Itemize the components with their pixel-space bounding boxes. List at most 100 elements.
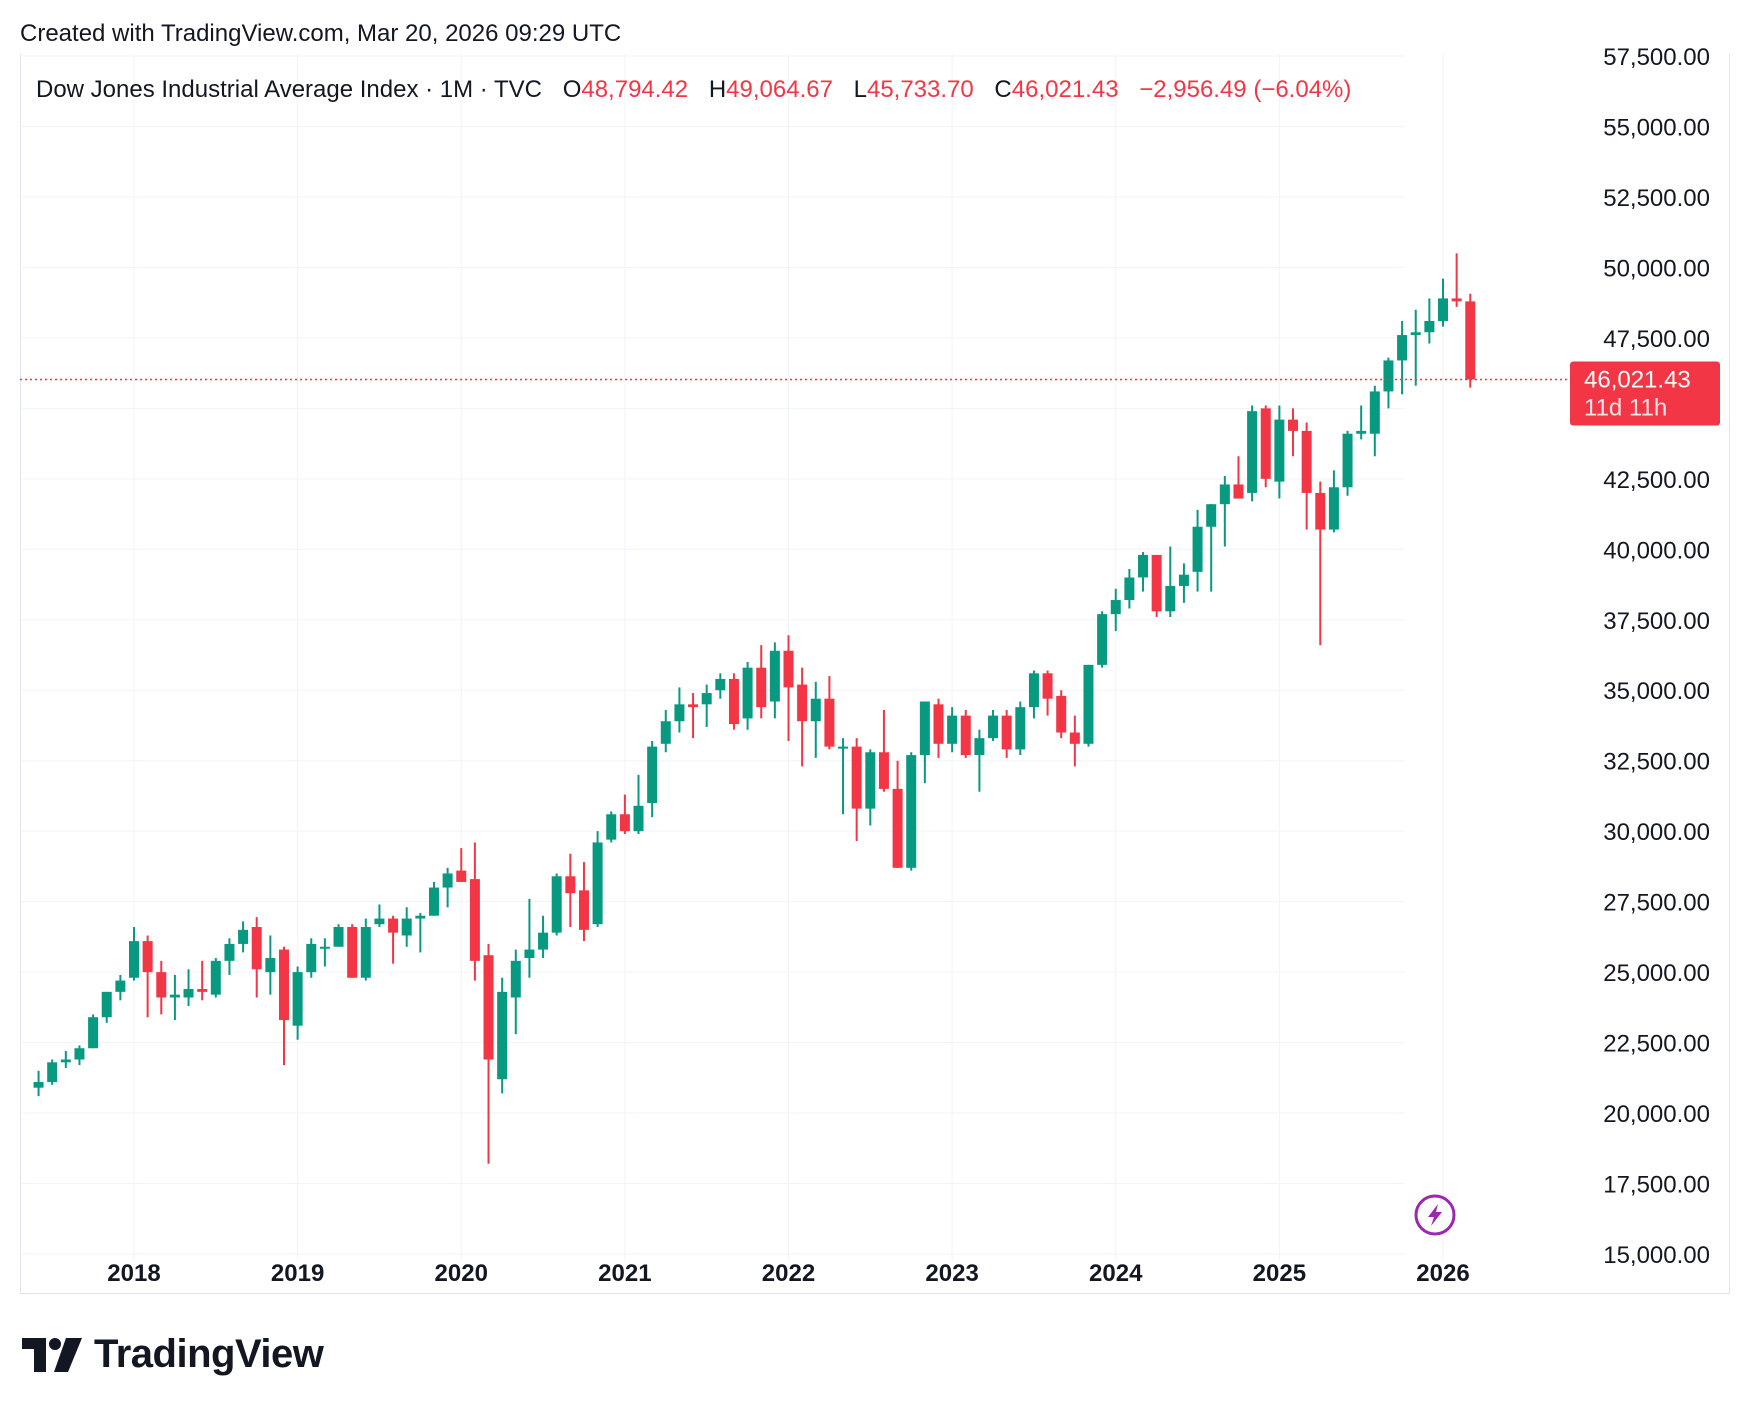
candle[interactable] (129, 927, 139, 981)
candle[interactable] (374, 904, 385, 928)
candle[interactable] (878, 709, 889, 792)
candle[interactable] (1383, 357, 1394, 409)
candle[interactable] (60, 1051, 71, 1068)
candle[interactable] (1356, 405, 1367, 440)
candle[interactable] (1397, 320, 1408, 395)
candle[interactable] (960, 709, 971, 758)
candle[interactable] (660, 709, 671, 753)
candle[interactable] (210, 958, 221, 998)
candle[interactable] (974, 729, 985, 792)
candle[interactable] (988, 709, 999, 741)
candle[interactable] (1124, 569, 1135, 609)
candle[interactable] (688, 693, 699, 739)
candle[interactable] (1056, 690, 1067, 739)
candle[interactable] (88, 1014, 99, 1049)
candle[interactable] (360, 918, 371, 981)
candle[interactable] (224, 938, 235, 975)
candle[interactable] (1233, 456, 1244, 499)
candle[interactable] (1247, 405, 1258, 502)
candle[interactable] (1451, 253, 1462, 307)
candle[interactable] (838, 738, 849, 815)
candle[interactable] (183, 969, 194, 1006)
candle[interactable] (142, 935, 153, 1018)
candle[interactable] (674, 687, 685, 733)
candle[interactable] (469, 842, 480, 981)
candle[interactable] (388, 915, 399, 964)
candle[interactable] (1097, 611, 1108, 668)
candle[interactable] (251, 917, 262, 998)
candle[interactable] (1151, 554, 1162, 617)
candle[interactable] (1260, 405, 1271, 488)
candle[interactable] (1410, 309, 1421, 386)
candle[interactable] (851, 738, 862, 842)
lightning-bolt-icon[interactable] (1414, 1194, 1456, 1236)
candle[interactable] (265, 935, 276, 995)
candle[interactable] (1424, 298, 1435, 344)
candle[interactable] (701, 684, 712, 727)
candle[interactable] (933, 698, 944, 758)
candle[interactable] (306, 938, 317, 978)
candle[interactable] (238, 921, 249, 953)
candle[interactable] (1369, 385, 1380, 457)
candle[interactable] (1206, 504, 1217, 592)
candle[interactable] (1110, 588, 1121, 632)
candle[interactable] (197, 960, 208, 1001)
candle[interactable] (442, 867, 453, 908)
candle[interactable] (74, 1045, 85, 1066)
candle[interactable] (783, 635, 794, 741)
candle[interactable] (169, 974, 180, 1021)
candle[interactable] (115, 974, 126, 1001)
candle[interactable] (865, 749, 876, 826)
candle[interactable] (483, 943, 494, 1164)
candle[interactable] (1178, 563, 1189, 603)
candle[interactable] (578, 862, 589, 942)
tradingview-footer[interactable]: TradingView (22, 1332, 324, 1377)
candle[interactable] (756, 645, 767, 719)
candle[interactable] (1028, 670, 1039, 719)
candle[interactable] (101, 991, 112, 1023)
candle[interactable] (510, 949, 521, 1035)
candle[interactable] (401, 907, 412, 947)
candle[interactable] (1165, 546, 1176, 617)
candle[interactable] (524, 898, 535, 978)
candle[interactable] (47, 1059, 58, 1085)
candle[interactable] (769, 642, 780, 719)
candle[interactable] (292, 966, 303, 1040)
candle[interactable] (1274, 405, 1285, 499)
candle[interactable] (565, 853, 576, 928)
candle[interactable] (810, 681, 821, 758)
candle[interactable] (415, 912, 426, 953)
candle[interactable] (1042, 670, 1053, 716)
candle[interactable] (538, 915, 549, 959)
candle[interactable] (1438, 278, 1448, 327)
candle[interactable] (319, 938, 330, 967)
candle[interactable] (1315, 481, 1326, 646)
candle[interactable] (715, 673, 726, 699)
candle[interactable] (647, 740, 658, 818)
candle[interactable] (1192, 509, 1203, 592)
candle[interactable] (1083, 664, 1094, 747)
candle[interactable] (824, 676, 835, 750)
candle[interactable] (456, 848, 467, 882)
candle[interactable] (551, 873, 562, 936)
candle[interactable] (947, 707, 958, 753)
candle[interactable] (278, 946, 289, 1066)
candle[interactable] (333, 924, 344, 947)
candle[interactable] (1138, 552, 1149, 592)
candle[interactable] (1219, 476, 1230, 547)
candle[interactable] (1342, 430, 1353, 496)
candle[interactable] (428, 881, 439, 916)
candle[interactable] (619, 794, 630, 834)
candle[interactable] (1001, 709, 1012, 758)
candle[interactable] (1465, 293, 1476, 388)
candle[interactable] (906, 752, 917, 871)
candle[interactable] (592, 831, 603, 928)
candle[interactable] (919, 701, 930, 784)
candle[interactable] (1328, 470, 1339, 533)
candle[interactable] (728, 673, 739, 730)
candle[interactable] (633, 774, 644, 834)
candle[interactable] (1288, 408, 1299, 457)
candle[interactable] (1015, 701, 1026, 756)
candle[interactable] (1301, 422, 1312, 530)
